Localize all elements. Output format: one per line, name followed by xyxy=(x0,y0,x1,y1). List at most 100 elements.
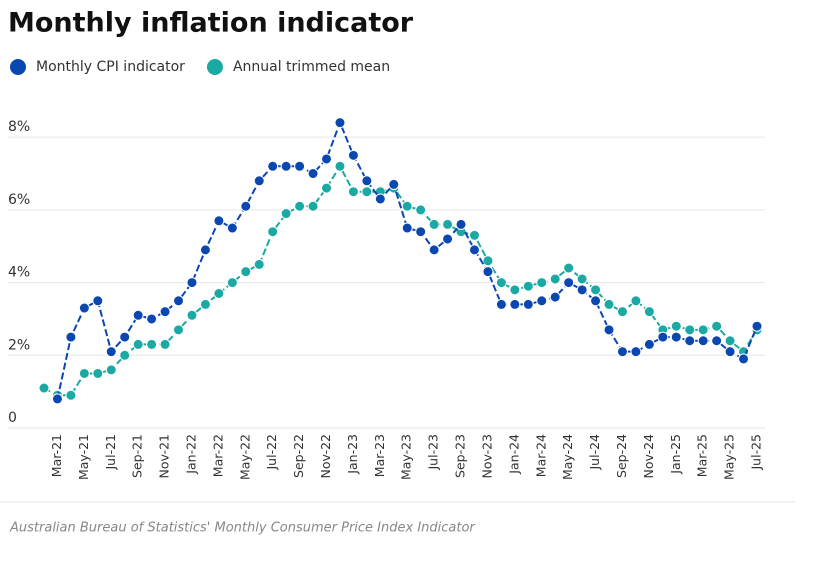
data-point xyxy=(132,309,144,321)
data-point xyxy=(347,186,359,198)
data-point xyxy=(226,277,238,289)
x-tick-label: Jan-25 xyxy=(668,434,683,475)
x-tick-label: Mar-24 xyxy=(533,434,548,477)
x-tick-label: May-23 xyxy=(399,434,414,480)
x-tick-label: Sep-22 xyxy=(291,434,306,478)
data-point xyxy=(92,367,104,379)
data-point xyxy=(697,324,709,336)
data-point xyxy=(495,298,507,310)
data-point xyxy=(536,277,548,289)
data-point xyxy=(38,382,50,394)
data-point xyxy=(321,182,333,194)
data-point xyxy=(105,346,117,358)
data-point xyxy=(442,233,454,245)
x-tick-label: Mar-25 xyxy=(695,434,710,477)
data-point xyxy=(146,313,158,325)
y-tick-label: 8% xyxy=(8,119,30,135)
data-point xyxy=(78,302,90,314)
x-tick-label: Nov-22 xyxy=(318,434,333,478)
data-point xyxy=(213,287,225,299)
data-point xyxy=(751,320,763,332)
x-tick-label: Jan-24 xyxy=(506,434,521,475)
data-point xyxy=(724,335,736,347)
data-point xyxy=(630,346,642,358)
data-point xyxy=(65,389,77,401)
data-point xyxy=(590,295,602,307)
x-tick-label: Nov-24 xyxy=(641,434,656,479)
x-tick-label: Mar-22 xyxy=(210,434,225,477)
data-point xyxy=(738,353,750,365)
data-point xyxy=(576,273,588,285)
y-tick-label: 0 xyxy=(8,410,17,426)
data-point xyxy=(334,160,346,172)
data-point xyxy=(280,208,292,220)
x-tick-label: Jul-21 xyxy=(103,434,118,471)
data-point xyxy=(563,277,575,289)
data-point xyxy=(280,160,292,172)
source: Australian Bureau of Statistics' Monthly… xyxy=(9,521,476,536)
data-point xyxy=(563,262,575,274)
data-point xyxy=(468,229,480,241)
data-point xyxy=(159,306,171,318)
data-point xyxy=(173,295,185,307)
legend-label: Monthly CPI indicator xyxy=(36,59,185,75)
series-line xyxy=(43,164,758,397)
data-point xyxy=(549,291,561,303)
data-point xyxy=(603,298,615,310)
data-point xyxy=(522,298,534,310)
data-point xyxy=(670,320,682,332)
data-point xyxy=(482,255,494,267)
data-point xyxy=(199,244,211,256)
data-point xyxy=(482,266,494,278)
data-point xyxy=(509,284,521,296)
x-tick-label: Jul-23 xyxy=(426,434,441,471)
data-point xyxy=(119,331,131,343)
data-point xyxy=(213,215,225,227)
data-point xyxy=(711,320,723,332)
data-point xyxy=(267,160,279,172)
data-point xyxy=(78,367,90,379)
data-point xyxy=(603,324,615,336)
data-point xyxy=(105,364,117,376)
data-point xyxy=(415,226,427,238)
x-tick-label: Nov-23 xyxy=(479,434,494,478)
data-point xyxy=(240,200,252,212)
x-tick-label: Nov-21 xyxy=(157,434,172,478)
data-point xyxy=(307,168,319,180)
x-tick-label: Jan-23 xyxy=(345,434,360,475)
data-point xyxy=(522,280,534,292)
data-point xyxy=(643,338,655,350)
data-point xyxy=(132,338,144,350)
data-point xyxy=(65,331,77,343)
data-point xyxy=(173,324,185,336)
x-tick-label: Jul-25 xyxy=(749,434,764,471)
data-point xyxy=(226,222,238,234)
data-point xyxy=(428,244,440,256)
data-point xyxy=(657,331,669,343)
x-tick-label: Jul-22 xyxy=(264,434,279,471)
data-point xyxy=(442,218,454,230)
data-point xyxy=(616,346,628,358)
data-point xyxy=(643,306,655,318)
x-tick-label: Mar-21 xyxy=(49,434,64,477)
x-tick-label: May-25 xyxy=(722,434,737,480)
data-point xyxy=(119,349,131,361)
x-tick-label: Sep-21 xyxy=(130,434,145,478)
data-point xyxy=(428,218,440,230)
x-tick-label: May-21 xyxy=(76,434,91,480)
data-point xyxy=(549,273,561,285)
y-tick-label: 2% xyxy=(8,337,30,353)
data-point xyxy=(415,204,427,216)
chart-title: Monthly inflation indicator xyxy=(8,8,414,39)
data-point xyxy=(576,284,588,296)
data-point xyxy=(684,324,696,336)
data-point xyxy=(186,277,198,289)
legend-marker xyxy=(206,59,223,75)
data-point xyxy=(321,153,333,165)
data-point xyxy=(616,306,628,318)
data-point xyxy=(253,175,265,187)
x-tick-label: Sep-24 xyxy=(614,434,629,478)
data-point xyxy=(401,222,413,234)
data-point xyxy=(186,309,198,321)
